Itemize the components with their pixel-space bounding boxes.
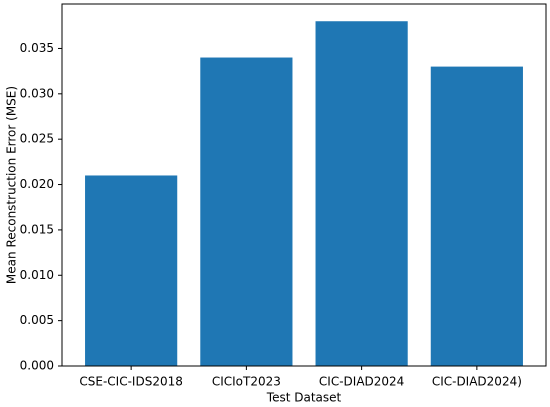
y-tick-label: 0.000 bbox=[20, 359, 54, 373]
y-tick-label: 0.005 bbox=[20, 313, 54, 327]
y-tick-label: 0.035 bbox=[20, 41, 54, 55]
plot-frame bbox=[61, 3, 547, 367]
y-tick-label: 0.020 bbox=[20, 177, 54, 191]
x-axis-label: Test Dataset bbox=[266, 391, 342, 405]
bar bbox=[315, 21, 408, 366]
x-tick-label: CICIoT2023 bbox=[212, 375, 281, 389]
y-tick-label: 0.010 bbox=[20, 268, 54, 282]
bar bbox=[200, 57, 293, 367]
y-tick-label: 0.015 bbox=[20, 222, 54, 236]
y-tick-label: 0.025 bbox=[20, 132, 54, 146]
x-tick-label: CIC-DIAD2024 bbox=[319, 375, 404, 389]
y-axis-label: Mean Reconstruction Error (MSE) bbox=[5, 86, 19, 284]
x-tick-label: CSE-CIC-IDS2018 bbox=[79, 375, 182, 389]
bar bbox=[430, 66, 523, 366]
bar bbox=[85, 175, 178, 366]
y-tick-label: 0.030 bbox=[20, 86, 54, 100]
x-tick-label: CIC-DIAD2024) bbox=[432, 375, 522, 389]
